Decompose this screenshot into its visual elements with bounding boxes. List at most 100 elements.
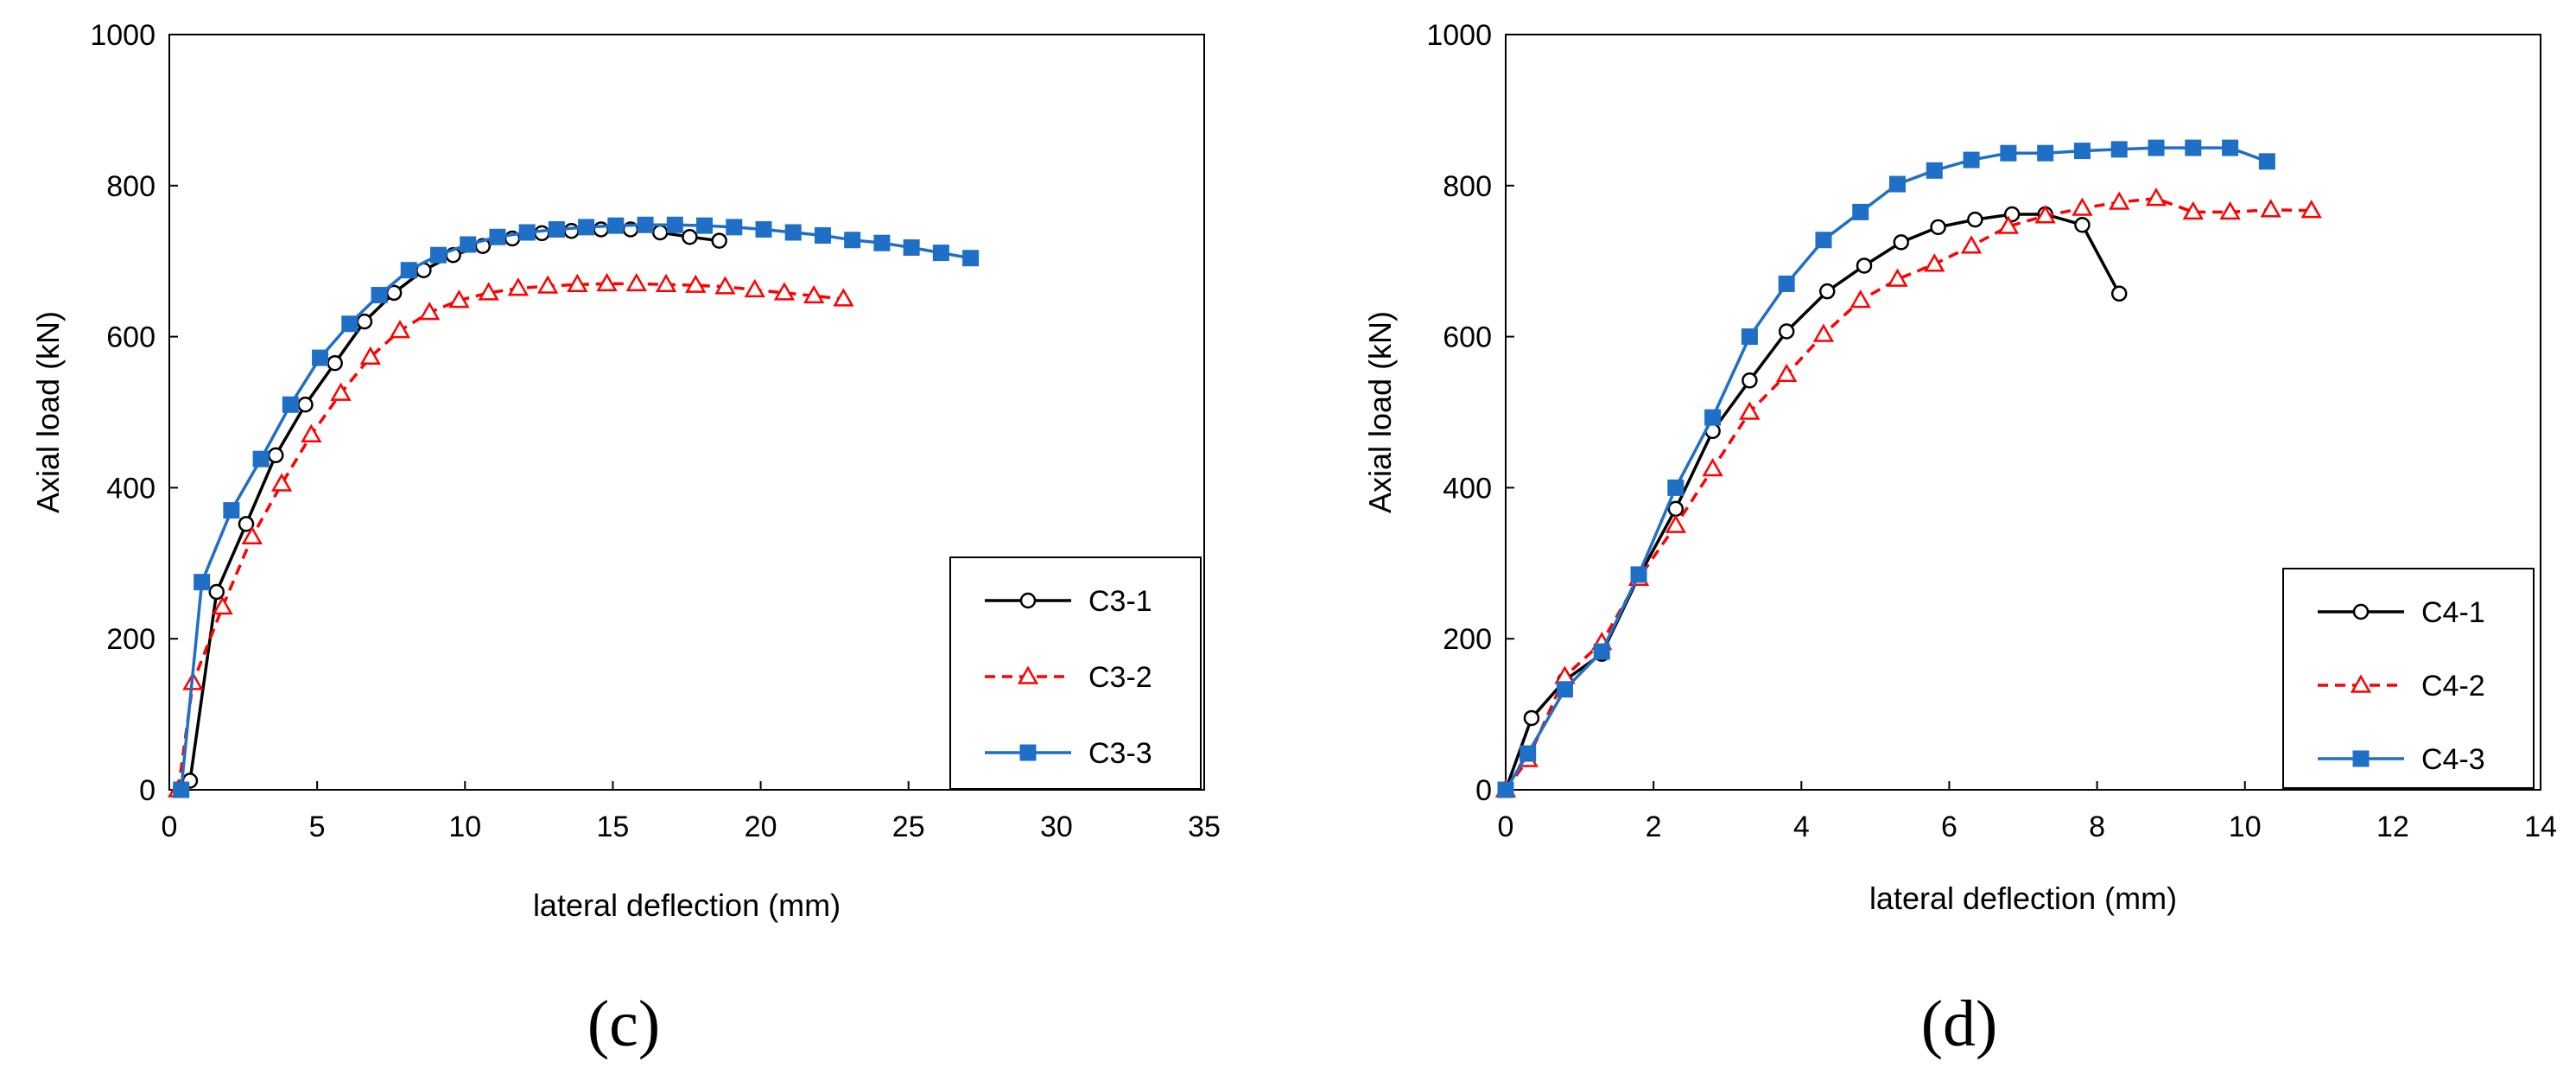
x-tick-label: 12: [2376, 811, 2409, 843]
data-point-C4-2: [1850, 289, 1871, 308]
legend-entry-C3-2: C3-2: [985, 661, 1152, 694]
data-point-C3-3: [814, 226, 831, 244]
legend-box-c: [949, 556, 1202, 790]
data-point-C3-2: [241, 525, 263, 544]
data-point-C3-2: [389, 320, 411, 339]
legend-entries-c: C3-1 C3-2 C3-3: [985, 585, 1152, 770]
data-point-C4-1: [1667, 500, 1685, 518]
data-point-C4-3: [2222, 139, 2239, 156]
panel-label-c: (c): [587, 988, 660, 1060]
data-point-C4-3: [1889, 175, 1907, 193]
x-tick-label: 30: [1040, 811, 1073, 843]
y-tick-label: 400: [1443, 472, 1492, 505]
data-point-C3-1: [327, 354, 343, 372]
y-tick-labels-d: 0 200 400 600 800 1000: [1426, 19, 1514, 807]
data-point-C3-2: [270, 473, 293, 492]
data-point-C3-3: [489, 228, 506, 245]
data-point-C4-3: [2037, 144, 2054, 162]
data-point-C4-3: [2073, 143, 2091, 160]
x-tick-label: 8: [2089, 811, 2105, 843]
data-point-C4-3: [1963, 151, 1980, 169]
data-point-C4-2: [1665, 514, 1686, 533]
series-group-d: [1494, 139, 2322, 798]
data-point-C3-1: [593, 221, 609, 238]
data-point-C4-3: [1497, 781, 1514, 798]
data-point-C4-3: [2000, 144, 2017, 162]
data-point-C3-2: [448, 289, 470, 308]
data-point-C3-1: [297, 397, 314, 413]
legend-marker: [1019, 592, 1037, 609]
legend-marker: [2350, 674, 2372, 693]
data-point-C4-1: [1930, 219, 1946, 236]
data-point-C4-2: [2182, 200, 2204, 220]
data-point-C4-2: [1960, 235, 1983, 254]
data-point-C4-2: [1776, 363, 1798, 383]
data-point-C4-1: [2074, 216, 2091, 233]
data-point-C3-2: [833, 288, 854, 307]
data-point-C3-3: [194, 574, 211, 591]
legend-label: C4-3: [2421, 743, 2485, 776]
data-point-C4-2: [2109, 191, 2130, 210]
chart-d: 0 200 400 600 800 1000 0 2 4 6 8 10 12 14 lateral de…: [1362, 19, 2557, 1060]
data-point-C3-2: [744, 278, 765, 298]
x-axis-title-d: lateral deflection (mm): [1869, 881, 2177, 916]
data-point-C3-3: [696, 217, 714, 234]
data-point-C3-1: [711, 232, 727, 249]
data-point-C3-3: [518, 224, 536, 241]
x-tick-label: 0: [162, 811, 178, 843]
data-point-C3-1: [356, 313, 373, 330]
data-point-C4-2: [1702, 458, 1723, 477]
legend-c: C3-1 C3-2 C3-3: [949, 556, 1202, 790]
data-point-C3-1: [208, 583, 225, 601]
y-tick-label: 1000: [90, 19, 155, 52]
data-point-C3-3: [903, 238, 920, 256]
data-point-C3-1: [267, 447, 284, 464]
data-point-C3-3: [666, 216, 683, 233]
x-tick-labels-d: 0 2 4 6 8 10 12 14: [1498, 781, 2557, 843]
data-point-C3-3: [607, 217, 625, 234]
data-point-C4-1: [1856, 258, 1873, 274]
data-point-C4-3: [1520, 745, 1537, 762]
data-point-C3-2: [685, 274, 707, 293]
data-point-C3-3: [341, 315, 358, 333]
data-point-C4-2: [1924, 253, 1945, 272]
legend-label: C3-1: [1088, 585, 1152, 618]
legend-entries-d: C4-1 C4-2 C4-3: [2318, 596, 2485, 776]
data-point-C4-2: [1887, 268, 1908, 287]
data-point-C4-3: [1556, 681, 1573, 698]
data-point-C3-3: [429, 246, 447, 264]
x-tick-label: 4: [1793, 811, 1810, 843]
series-group-c: [168, 216, 980, 798]
x-tick-label: 35: [1188, 811, 1221, 843]
data-point-C3-3: [282, 396, 299, 413]
x-tick-label: 6: [1941, 811, 1957, 843]
data-point-C4-2: [1739, 401, 1761, 420]
data-point-C4-1: [1778, 323, 1795, 340]
series-C3-2: [168, 272, 854, 798]
legend-label: C3-2: [1088, 661, 1152, 694]
data-point-C4-3: [1593, 643, 1610, 660]
y-tick-labels-c: 0 200 400 600 800 1000: [90, 19, 178, 807]
legend-label: C4-1: [2421, 596, 2485, 629]
series-line-C3-3: [179, 223, 971, 791]
data-point-C3-3: [371, 287, 388, 304]
data-point-C3-3: [844, 232, 861, 249]
legend-label: C3-3: [1088, 737, 1152, 770]
legend-entry-C4-3: C4-3: [2318, 743, 2485, 776]
x-tick-label: 20: [745, 811, 777, 843]
legend-entry-C4-2: C4-2: [2318, 670, 2485, 703]
data-point-C4-2: [1997, 215, 2020, 234]
data-point-C3-3: [755, 220, 772, 238]
data-point-C3-1: [534, 225, 550, 242]
data-point-C4-1: [1967, 211, 1983, 228]
data-point-C3-2: [478, 282, 499, 301]
data-point-C3-1: [238, 516, 255, 532]
y-tick-label: 600: [106, 321, 155, 354]
data-point-C3-2: [536, 275, 559, 294]
data-point-C3-2: [359, 346, 381, 365]
data-point-C3-3: [400, 262, 417, 279]
x-tick-label: 0: [1498, 811, 1514, 843]
data-point-C3-2: [212, 595, 233, 615]
data-point-C3-3: [784, 224, 802, 241]
